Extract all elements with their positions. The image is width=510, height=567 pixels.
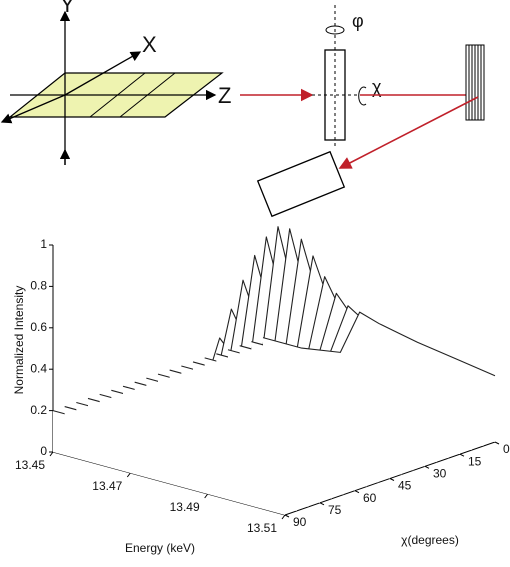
x-axis-arrow xyxy=(64,51,142,96)
label-phi: φ xyxy=(352,11,364,31)
y-tick-label: 0.8 xyxy=(30,279,47,293)
z-tick xyxy=(494,441,500,445)
x-tick-label: 13.51 xyxy=(247,521,277,535)
x-tick xyxy=(49,451,54,457)
z-axis-label: χ(degrees) xyxy=(401,533,459,547)
z-tick-label: 15 xyxy=(468,454,482,468)
x-tick-label: 13.47 xyxy=(92,479,122,493)
z-tick xyxy=(319,502,325,506)
z-tick-label: 60 xyxy=(363,491,377,505)
spectrum-curve xyxy=(262,311,496,377)
z-tick-label: 75 xyxy=(328,503,342,517)
curve-occluder xyxy=(263,312,495,442)
z-tick-label: 0 xyxy=(503,442,510,456)
detector-hatch xyxy=(468,45,482,120)
label-y: Y xyxy=(60,0,75,17)
beam xyxy=(338,96,479,169)
crystal xyxy=(324,49,346,141)
z-tick-label: 30 xyxy=(433,467,447,481)
phi-rotation xyxy=(325,25,345,35)
x-tick-label: 13.45 xyxy=(15,458,45,472)
z-tick xyxy=(459,453,465,457)
label-x: X xyxy=(142,32,157,57)
label-chi: χ xyxy=(372,77,382,97)
x-tick xyxy=(281,514,286,520)
waterfall-plot: Normalized Intensity Energy (keV) χ(degr… xyxy=(12,226,510,555)
z-tick xyxy=(354,490,360,494)
x-tick-label: 13.49 xyxy=(170,500,200,514)
chi-rotation xyxy=(358,86,367,106)
setup-diagram: Y X Z φ χ xyxy=(0,0,485,218)
z-tick-label: 45 xyxy=(398,479,412,493)
y-tick-label: 0.6 xyxy=(30,320,47,334)
x-axis-arrow xyxy=(0,94,66,124)
z-tick xyxy=(389,478,395,481)
y-tick-label: 0 xyxy=(40,444,47,458)
z-tick xyxy=(284,514,290,518)
x-tick xyxy=(126,472,131,478)
x-axis-label: Energy (keV) xyxy=(125,541,195,555)
y-tick-label: 1 xyxy=(40,237,47,251)
label-z: Z xyxy=(218,83,231,108)
analyzer-box xyxy=(256,150,346,218)
y-tick-label: 0.4 xyxy=(30,361,47,375)
x-tick xyxy=(204,493,209,499)
y-tick-label: 0.2 xyxy=(30,403,47,417)
z-tick-label: 90 xyxy=(293,515,307,529)
z-tick xyxy=(424,465,430,469)
y-axis-label: Normalized Intensity xyxy=(12,286,26,395)
